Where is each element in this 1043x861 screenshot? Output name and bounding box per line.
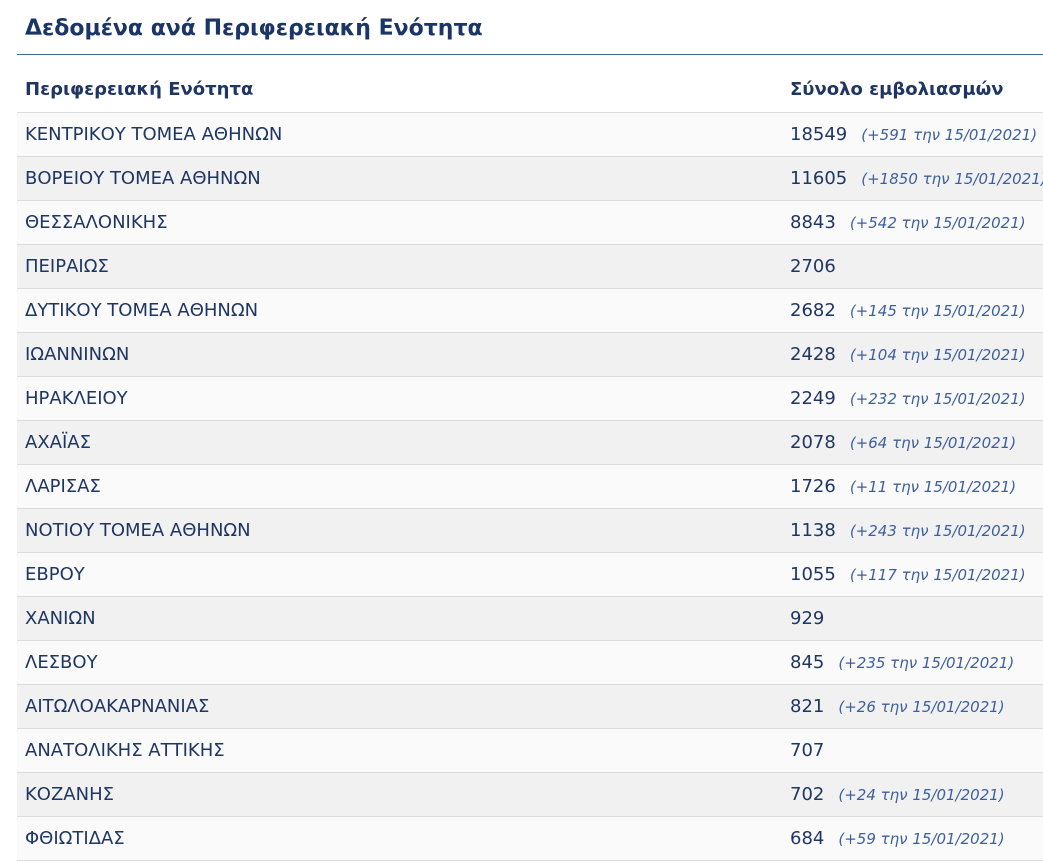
vaccination-cell: 1726 (+11 την 15/01/2021) <box>790 465 1016 509</box>
table-row: ΚΟΖΑΝΗΣ 702 (+24 την 15/01/2021) <box>17 773 1043 817</box>
table-row: ΦΘΙΩΤΙΔΑΣ 684 (+59 την 15/01/2021) <box>17 817 1043 861</box>
vaccination-cell: 11605 (+1850 την 15/01/2021) <box>790 157 1043 201</box>
daily-change: (+11 την 15/01/2021) <box>849 478 1017 496</box>
column-header: Σύνολο εμβολιασμών <box>790 79 1004 100</box>
region-name: ΗΡΑΚΛΕΙΟΥ <box>25 388 128 409</box>
total-value: 8843 <box>790 212 836 233</box>
daily-change: (+104 την 15/01/2021) <box>849 346 1026 364</box>
daily-change: (+542 την 15/01/2021) <box>849 214 1026 232</box>
table-row: ΑΝΑΤΟΛΙΚΗΣ ΑΤΤΙΚΗΣ 707 <box>17 729 1043 773</box>
vaccination-cell: 821 (+26 την 15/01/2021) <box>790 685 1005 729</box>
total-value: 2682 <box>790 300 836 321</box>
vaccination-cell: 2249 (+232 την 15/01/2021) <box>790 377 1026 421</box>
table-header: Περιφερειακή Ενότητα Σύνολο εμβολιασμών <box>17 68 1043 114</box>
table-row: ΕΒΡΟΥ 1055 (+117 την 15/01/2021) <box>17 553 1043 597</box>
daily-change: (+59 την 15/01/2021) <box>838 830 1005 848</box>
vaccination-cell: 1055 (+117 την 15/01/2021) <box>790 553 1026 597</box>
total-value: 2078 <box>790 432 836 453</box>
section-title: Δεδομένα ανά Περιφερειακή Ενότητα <box>25 16 483 41</box>
vaccination-cell: 702 (+24 την 15/01/2021) <box>790 773 1005 817</box>
daily-change: (+145 την 15/01/2021) <box>849 302 1026 320</box>
vaccination-cell: 1138 (+243 την 15/01/2021) <box>790 509 1026 553</box>
total-value: 1726 <box>790 476 836 497</box>
vaccination-cell: 2428 (+104 την 15/01/2021) <box>790 333 1026 377</box>
vaccination-cell: 684 (+59 την 15/01/2021) <box>790 817 1005 861</box>
vaccination-cell: 2078 (+64 την 15/01/2021) <box>790 421 1016 465</box>
daily-change: (+24 την 15/01/2021) <box>838 786 1005 804</box>
table-row: ΛΕΣΒΟΥ 845 (+235 την 15/01/2021) <box>17 641 1043 685</box>
region-name: ΕΒΡΟΥ <box>25 564 85 585</box>
daily-change: (+591 την 15/01/2021) <box>861 126 1038 144</box>
table-row: ΑΧΑΪΑΣ 2078 (+64 την 15/01/2021) <box>17 421 1043 465</box>
total-value: 1055 <box>790 564 836 585</box>
daily-change: (+64 την 15/01/2021) <box>849 434 1017 452</box>
vaccination-cell: 845 (+235 την 15/01/2021) <box>790 641 1014 685</box>
region-name: ΘΕΣΣΑΛΟΝΙΚΗΣ <box>25 212 168 233</box>
total-value: 2249 <box>790 388 836 409</box>
total-value: 702 <box>790 784 825 805</box>
daily-change: (+243 την 15/01/2021) <box>849 522 1026 540</box>
vaccination-cell: 18549 (+591 την 15/01/2021) <box>790 113 1037 157</box>
table-row: ΠΕΙΡΑΙΩΣ 2706 <box>17 245 1043 289</box>
daily-change: (+26 την 15/01/2021) <box>838 698 1005 716</box>
daily-change: (+1850 την 15/01/2021) <box>861 170 1043 188</box>
region-name: ΑΙΤΩΛΟΑΚΑΡΝΑΝΙΑΣ <box>25 696 210 717</box>
region-name: ΝΟΤΙΟΥ ΤΟΜΕΑ ΑΘΗΝΩΝ <box>25 520 251 541</box>
region-name: ΔΥΤΙΚΟΥ ΤΟΜΕΑ ΑΘΗΝΩΝ <box>25 300 259 321</box>
region-name: ΑΧΑΪΑΣ <box>25 432 91 453</box>
total-value: 1138 <box>790 520 836 541</box>
region-name: ΑΝΑΤΟΛΙΚΗΣ ΑΤΤΙΚΗΣ <box>25 740 225 761</box>
daily-change: (+232 την 15/01/2021) <box>849 390 1026 408</box>
region-name: ΛΕΣΒΟΥ <box>25 652 98 673</box>
vaccination-cell: 2682 (+145 την 15/01/2021) <box>790 289 1026 333</box>
vaccination-cell: 707 <box>790 729 824 773</box>
table-row: ΒΟΡΕΙΟΥ ΤΟΜΕΑ ΑΘΗΝΩΝ 11605 (+1850 την 15/0… <box>17 157 1043 201</box>
table-row: ΗΡΑΚΛΕΙΟΥ 2249 (+232 την 15/01/2021) <box>17 377 1043 421</box>
region-name: ΚΕΝΤΡΙΚΟΥ ΤΟΜΕΑ ΑΘΗΝΩΝ <box>25 124 283 145</box>
region-name: ΧΑΝΙΩΝ <box>25 608 96 629</box>
total-value: 2428 <box>790 344 836 365</box>
region-name: ΛΑΡΙΣΑΣ <box>25 476 101 497</box>
region-name: ΠΕΙΡΑΙΩΣ <box>25 256 109 277</box>
table-row: ΑΙΤΩΛΟΑΚΑΡΝΑΝΙΑΣ 821 (+26 την 15/01/2021) <box>17 685 1043 729</box>
total-value: 11605 <box>790 168 848 189</box>
vaccination-cell: 8843 (+542 την 15/01/2021) <box>790 201 1026 245</box>
daily-change: (+117 την 15/01/2021) <box>849 566 1026 584</box>
total-value: 2706 <box>790 256 836 277</box>
daily-change: (+235 την 15/01/2021) <box>838 654 1015 672</box>
vaccination-cell: 929 <box>790 597 824 641</box>
total-value: 18549 <box>790 124 848 145</box>
total-value: 707 <box>790 740 825 761</box>
table-row: ΘΕΣΣΑΛΟΝΙΚΗΣ 8843 (+542 την 15/01/2021) <box>17 201 1043 245</box>
vaccination-cell: 2706 <box>790 245 836 289</box>
table-row: ΙΩΑΝΝΙΝΩΝ 2428 (+104 την 15/01/2021) <box>17 333 1043 377</box>
table-row: ΝΟΤΙΟΥ ΤΟΜΕΑ ΑΘΗΝΩΝ 1138 (+243 την 15/01/2… <box>17 509 1043 553</box>
total-value: 684 <box>790 828 825 849</box>
region-name: ΙΩΑΝΝΙΝΩΝ <box>25 344 130 365</box>
table-row: ΔΥΤΙΚΟΥ ΤΟΜΕΑ ΑΘΗΝΩΝ 2682 (+145 την 15/01/… <box>17 289 1043 333</box>
total-value: 845 <box>790 652 825 673</box>
table-row: ΛΑΡΙΣΑΣ 1726 (+11 την 15/01/2021) <box>17 465 1043 509</box>
table-row: ΧΑΝΙΩΝ 929 <box>17 597 1043 641</box>
column-header: Περιφερειακή Ενότητα <box>25 79 254 100</box>
total-value: 821 <box>790 696 825 717</box>
region-name: ΚΟΖΑΝΗΣ <box>25 784 114 805</box>
total-value: 929 <box>790 608 825 629</box>
region-name: ΦΘΙΩΤΙΔΑΣ <box>25 828 125 849</box>
table-row: ΚΕΝΤΡΙΚΟΥ ΤΟΜΕΑ ΑΘΗΝΩΝ 18549 (+591 την 15/… <box>17 113 1043 157</box>
title-rule <box>17 54 1043 55</box>
region-name: ΒΟΡΕΙΟΥ ΤΟΜΕΑ ΑΘΗΝΩΝ <box>25 168 261 189</box>
table-body: ΚΕΝΤΡΙΚΟΥ ΤΟΜΕΑ ΑΘΗΝΩΝ 18549 (+591 την 15/… <box>17 113 1043 861</box>
